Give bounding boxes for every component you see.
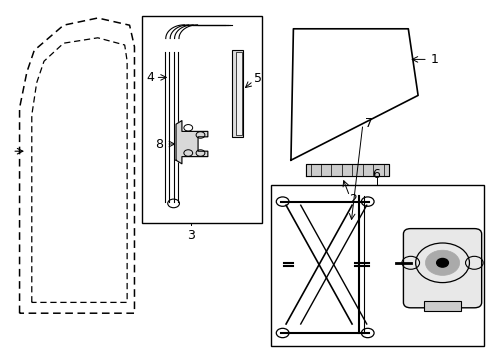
FancyBboxPatch shape (403, 229, 481, 308)
Circle shape (436, 258, 447, 267)
Bar (423, 301, 460, 311)
Text: 1: 1 (429, 53, 437, 66)
Text: 4: 4 (146, 71, 154, 84)
Circle shape (425, 250, 459, 275)
Text: 5: 5 (253, 72, 261, 85)
Polygon shape (305, 164, 388, 176)
Polygon shape (176, 121, 207, 164)
Bar (232, 50, 243, 137)
Bar (236, 52, 241, 135)
Text: 3: 3 (186, 229, 194, 242)
Text: 7: 7 (365, 117, 372, 130)
Text: 2: 2 (348, 193, 356, 206)
Text: 6: 6 (372, 168, 380, 181)
Bar (271, 185, 483, 346)
Text: 8: 8 (155, 138, 163, 150)
Bar (142, 16, 261, 223)
